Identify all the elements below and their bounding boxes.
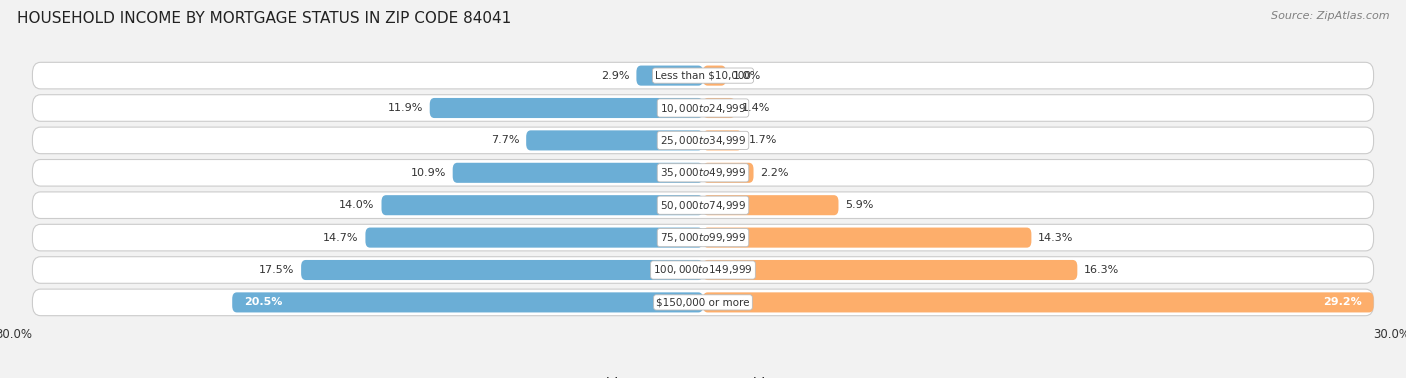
FancyBboxPatch shape [32, 224, 1374, 251]
FancyBboxPatch shape [366, 228, 703, 248]
Text: $25,000 to $34,999: $25,000 to $34,999 [659, 134, 747, 147]
FancyBboxPatch shape [32, 192, 1374, 218]
Text: 11.9%: 11.9% [388, 103, 423, 113]
Text: 1.0%: 1.0% [733, 71, 761, 81]
Text: 1.7%: 1.7% [749, 135, 778, 146]
Text: 14.7%: 14.7% [323, 232, 359, 243]
Text: 29.2%: 29.2% [1323, 297, 1362, 307]
Text: 1.4%: 1.4% [742, 103, 770, 113]
FancyBboxPatch shape [430, 98, 703, 118]
Text: 2.2%: 2.2% [761, 168, 789, 178]
Text: $100,000 to $149,999: $100,000 to $149,999 [654, 263, 752, 276]
FancyBboxPatch shape [232, 292, 703, 313]
Text: $75,000 to $99,999: $75,000 to $99,999 [659, 231, 747, 244]
FancyBboxPatch shape [703, 228, 1032, 248]
Text: $150,000 or more: $150,000 or more [657, 297, 749, 307]
FancyBboxPatch shape [32, 160, 1374, 186]
Text: 20.5%: 20.5% [243, 297, 283, 307]
FancyBboxPatch shape [526, 130, 703, 150]
Text: Source: ZipAtlas.com: Source: ZipAtlas.com [1271, 11, 1389, 21]
Legend: Without Mortgage, With Mortgage: Without Mortgage, With Mortgage [568, 372, 838, 378]
Text: $50,000 to $74,999: $50,000 to $74,999 [659, 199, 747, 212]
Text: 5.9%: 5.9% [845, 200, 873, 210]
FancyBboxPatch shape [703, 130, 742, 150]
FancyBboxPatch shape [703, 195, 838, 215]
FancyBboxPatch shape [32, 127, 1374, 154]
Text: Less than $10,000: Less than $10,000 [655, 71, 751, 81]
Text: 14.0%: 14.0% [339, 200, 374, 210]
FancyBboxPatch shape [703, 260, 1077, 280]
Text: 16.3%: 16.3% [1084, 265, 1119, 275]
FancyBboxPatch shape [301, 260, 703, 280]
FancyBboxPatch shape [637, 65, 703, 86]
Text: $10,000 to $24,999: $10,000 to $24,999 [659, 102, 747, 115]
Text: 10.9%: 10.9% [411, 168, 446, 178]
Text: 2.9%: 2.9% [600, 71, 630, 81]
FancyBboxPatch shape [381, 195, 703, 215]
Text: 14.3%: 14.3% [1038, 232, 1074, 243]
Text: HOUSEHOLD INCOME BY MORTGAGE STATUS IN ZIP CODE 84041: HOUSEHOLD INCOME BY MORTGAGE STATUS IN Z… [17, 11, 512, 26]
FancyBboxPatch shape [32, 289, 1374, 316]
FancyBboxPatch shape [32, 62, 1374, 89]
FancyBboxPatch shape [703, 98, 735, 118]
FancyBboxPatch shape [703, 65, 725, 86]
Text: 7.7%: 7.7% [491, 135, 519, 146]
FancyBboxPatch shape [453, 163, 703, 183]
Text: 17.5%: 17.5% [259, 265, 294, 275]
Text: $35,000 to $49,999: $35,000 to $49,999 [659, 166, 747, 179]
FancyBboxPatch shape [703, 292, 1374, 313]
FancyBboxPatch shape [32, 257, 1374, 283]
FancyBboxPatch shape [703, 163, 754, 183]
FancyBboxPatch shape [32, 95, 1374, 121]
